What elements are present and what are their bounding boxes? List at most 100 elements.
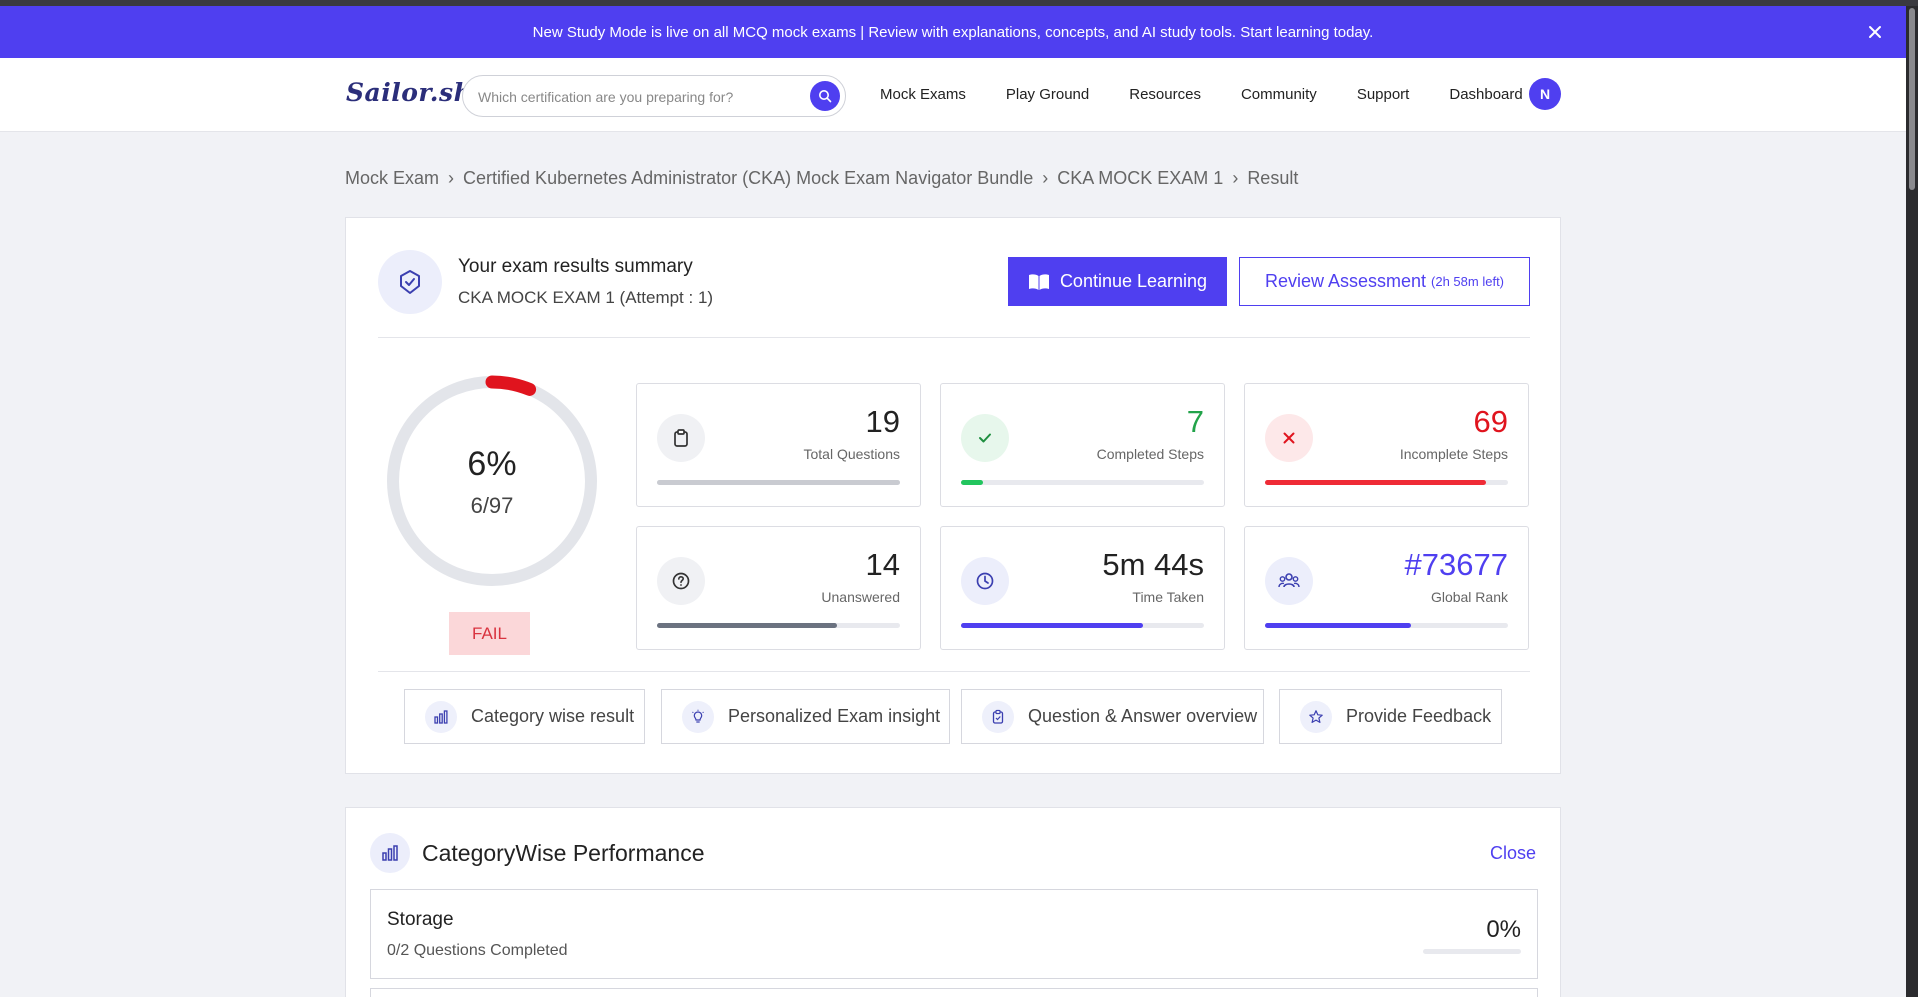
nav-link-support[interactable]: Support	[1356, 86, 1410, 103]
stat-value: 19	[865, 404, 900, 439]
stat-value: 7	[1186, 404, 1204, 439]
clipboard-check-icon	[982, 700, 1014, 733]
list-item[interactable]	[370, 988, 1538, 997]
close-button[interactable]: Close	[1489, 843, 1536, 863]
avatar[interactable]: N	[1529, 78, 1561, 110]
x-icon	[1265, 414, 1313, 462]
tab-label: Personalized Exam insight	[728, 706, 941, 726]
stat-card-time-taken: 5m 44s Time Taken	[940, 526, 1225, 650]
score-ring	[387, 375, 597, 586]
tab-label: Provide Feedback	[1346, 706, 1492, 726]
results-summary-card: Your exam results summary CKA MOCK EXAM …	[345, 217, 1561, 774]
search-box	[462, 75, 846, 117]
stat-progress-track	[961, 623, 1204, 628]
score-fraction: 6/97	[470, 493, 514, 518]
bar-chart-icon	[425, 700, 457, 733]
breadcrumb-item[interactable]: CKA MOCK EXAM 1	[1057, 168, 1224, 188]
tab-question-answer-overview[interactable]: Question & Answer overview	[961, 689, 1264, 744]
stat-progress-track	[657, 623, 900, 628]
stat-label: Time Taken	[1132, 589, 1204, 605]
breadcrumb-separator-icon: ›	[448, 168, 455, 188]
breadcrumb-item[interactable]: Certified Kubernetes Administrator (CKA)…	[463, 168, 1034, 188]
review-time-left: (2h 58m left)	[1431, 274, 1505, 289]
stat-card-incomplete-steps: 69 Incomplete Steps	[1244, 383, 1529, 507]
breadcrumb-separator-icon: ›	[1232, 168, 1239, 188]
clipboard-icon	[657, 414, 705, 462]
nav-link-mock-exams[interactable]: Mock Exams	[880, 86, 966, 103]
clock-icon	[961, 557, 1009, 605]
stat-label: Incomplete Steps	[1399, 446, 1508, 462]
stat-value: 14	[865, 547, 900, 582]
divider	[378, 337, 1530, 338]
check-icon	[961, 414, 1009, 462]
category-performance-panel: CategoryWise Performance Close Storage 0…	[345, 807, 1561, 997]
announcement-banner: New Study Mode is live on all MCQ mock e…	[0, 6, 1906, 58]
nav-link-community[interactable]: Community	[1240, 86, 1317, 103]
review-assessment-button[interactable]: Review Assessment (2h 58m left)	[1239, 257, 1530, 306]
score-percent: 6%	[467, 445, 517, 483]
continue-learning-button[interactable]: Continue Learning	[1008, 257, 1227, 306]
stat-progress-fill	[657, 480, 900, 485]
banner-text: New Study Mode is live on all MCQ mock e…	[532, 23, 1374, 41]
tab-label: Question & Answer overview	[1028, 706, 1258, 726]
search-input[interactable]	[478, 86, 798, 108]
status-badge: FAIL	[449, 612, 530, 655]
stat-value: #73677	[1404, 547, 1508, 582]
badge-check-icon	[378, 250, 442, 314]
stat-progress-fill	[1265, 480, 1487, 485]
stat-card-global-rank: #73677 Global Rank	[1244, 526, 1529, 650]
stat-value: 5m 44s	[1102, 547, 1204, 582]
stat-card-completed-steps: 7 Completed Steps	[940, 383, 1225, 507]
question-icon	[657, 557, 705, 605]
stat-progress-track	[657, 480, 900, 485]
scrollbar-thumb[interactable]	[1909, 8, 1915, 190]
nav-link-play-ground[interactable]: Play Ground	[1005, 86, 1090, 103]
breadcrumb-item-current: Result	[1247, 168, 1299, 188]
search-button[interactable]	[810, 81, 840, 111]
tab-label: Category wise result	[471, 706, 635, 726]
tab-provide-feedback[interactable]: Provide Feedback	[1279, 689, 1502, 744]
stat-label: Unanswered	[821, 589, 900, 605]
window-top-edge	[0, 0, 1918, 6]
breadcrumb: Mock Exam › Certified Kubernetes Adminis…	[345, 168, 1298, 189]
lightbulb-icon	[682, 700, 714, 733]
stat-label: Global Rank	[1430, 589, 1508, 605]
stat-card-unanswered: 14 Unanswered	[636, 526, 921, 650]
category-progress-track	[1423, 949, 1521, 954]
score-ring-arc	[485, 375, 537, 396]
nav-link-dashboard[interactable]: Dashboard	[1449, 86, 1523, 103]
top-navbar: Sailor.sh Mock Exams Play Ground Resourc…	[0, 58, 1906, 132]
nav-links: Mock Exams Play Ground Resources Communi…	[880, 86, 1563, 106]
nav-link-resources[interactable]: Resources	[1129, 86, 1201, 103]
star-icon	[1300, 700, 1332, 733]
continue-learning-label: Continue Learning	[1059, 271, 1208, 291]
category-name: Storage	[387, 909, 454, 930]
book-open-icon	[1028, 273, 1049, 290]
divider	[378, 671, 1530, 672]
scrollbar[interactable]	[1906, 6, 1918, 997]
stat-label: Total Questions	[803, 446, 901, 462]
breadcrumb-item[interactable]: Mock Exam	[345, 168, 440, 188]
banner-close-icon[interactable]	[1864, 21, 1886, 43]
stat-progress-track	[1265, 480, 1508, 485]
summary-title: Your exam results summary	[458, 256, 693, 277]
category-completed: 0/2 Questions Completed	[387, 942, 568, 959]
stat-progress-track	[961, 480, 1204, 485]
list-item[interactable]: Storage 0/2 Questions Completed 0%	[370, 889, 1538, 979]
bar-chart-icon	[370, 833, 410, 873]
stat-progress-fill	[657, 623, 837, 628]
tab-category-wise-result[interactable]: Category wise result	[404, 689, 645, 744]
stat-label: Completed Steps	[1096, 446, 1204, 462]
stat-progress-fill	[961, 623, 1144, 628]
logo[interactable]: Sailor.sh	[346, 78, 473, 107]
review-assessment-label: Review Assessment	[1264, 271, 1427, 291]
category-percent: 0%	[1486, 916, 1521, 943]
summary-subtitle: CKA MOCK EXAM 1 (Attempt : 1)	[458, 288, 714, 307]
stat-progress-fill	[961, 480, 983, 485]
panel-title: CategoryWise Performance	[422, 840, 705, 866]
breadcrumb-separator-icon: ›	[1042, 168, 1049, 188]
stat-progress-fill	[1265, 623, 1411, 628]
stat-card-total-questions: 19 Total Questions	[636, 383, 921, 507]
stat-progress-track	[1265, 623, 1508, 628]
tab-personalized-exam-insight[interactable]: Personalized Exam insight	[661, 689, 950, 744]
